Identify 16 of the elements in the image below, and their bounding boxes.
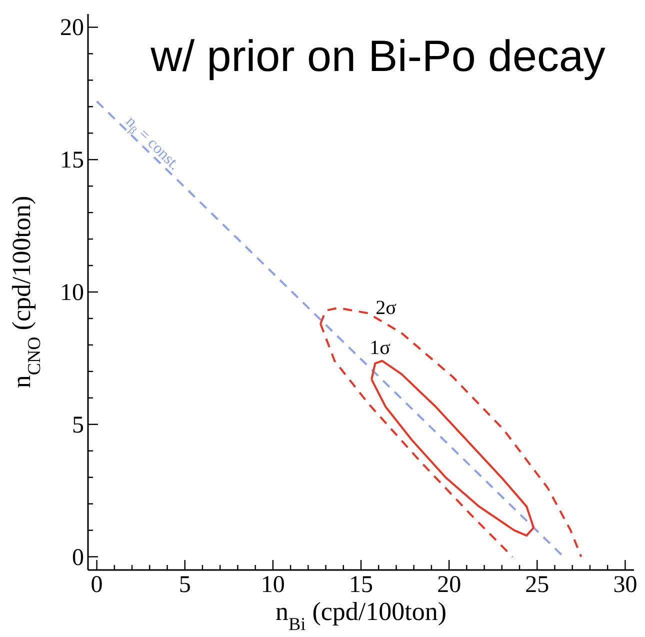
x-tick-label: 15 — [349, 572, 373, 598]
x-tick-label: 20 — [437, 572, 462, 598]
annotation: 2σ — [376, 297, 397, 319]
x-tick-label: 10 — [260, 572, 285, 598]
x-axis-title: n$_{Bi}$ (cpd/100ton) — [276, 597, 446, 634]
x-tick-label: 25 — [525, 572, 550, 598]
x-tick-label: 30 — [613, 572, 638, 598]
y-tick-label: 0 — [72, 544, 84, 571]
chart-title: w/ prior on Bi-Po decay — [150, 32, 606, 82]
x-tick-label: 5 — [178, 572, 191, 598]
y-tick-label: 15 — [60, 148, 84, 174]
y-tick-label: 5 — [72, 412, 84, 438]
y-tick-label: 20 — [60, 15, 84, 42]
y-tick-label: 10 — [60, 280, 84, 306]
annotation: 1σ — [370, 337, 391, 359]
x-tick-label: 0 — [90, 572, 103, 598]
